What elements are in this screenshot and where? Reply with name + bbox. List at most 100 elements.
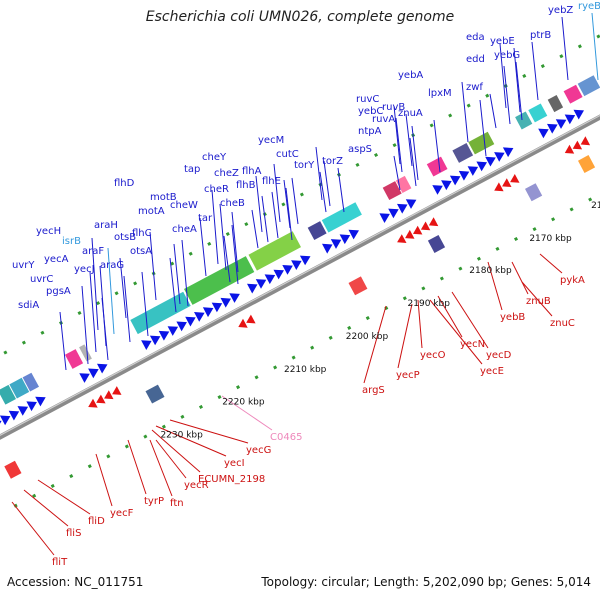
reverse-block-1 bbox=[145, 384, 165, 404]
gene-label-yecp: yecP bbox=[396, 370, 420, 381]
forward-arrow-27 bbox=[299, 255, 311, 266]
gene-label-lpxm: lpxM bbox=[428, 88, 452, 99]
forward-arrow-49 bbox=[573, 109, 584, 120]
gene-label-yeci: yecI bbox=[224, 458, 245, 469]
forward-arrow-3 bbox=[8, 410, 20, 421]
connector-uvry bbox=[89, 271, 97, 353]
gene-label-ptrb: ptrB bbox=[530, 30, 551, 41]
gene-label-c0465: C0465 bbox=[270, 432, 302, 443]
gene-label-yecg: yecG bbox=[246, 445, 271, 456]
gene-label-zwf: zwf bbox=[466, 82, 483, 93]
gene-label-sdia: sdiA bbox=[18, 300, 39, 311]
gene-label-chey: cheY bbox=[202, 152, 227, 163]
forward-arrow-20 bbox=[229, 293, 240, 303]
gene-label-layer: 2160 kbp 2170 kbp 2180 kbp 2190 kbp 2200 kbp… bbox=[12, 1, 600, 568]
connector-yebc bbox=[395, 117, 403, 173]
forward-arrow-45 bbox=[538, 128, 549, 139]
outer-guide-ticks bbox=[13, 192, 600, 508]
gene-label-isrb: isrB bbox=[62, 236, 81, 247]
forward-arrow-5 bbox=[26, 401, 37, 412]
forward-arrow-17 bbox=[202, 307, 214, 318]
gene-label-otsa: otsA bbox=[130, 246, 152, 257]
gene-label-torz: torZ bbox=[322, 156, 343, 167]
forward-arrow-21 bbox=[247, 283, 258, 294]
forward-arrow-26 bbox=[291, 260, 302, 270]
reverse-arrow-7 bbox=[397, 234, 407, 243]
forward-arrow-43 bbox=[494, 152, 505, 162]
reverse-arrow-13 bbox=[502, 178, 512, 187]
label-connector-layer bbox=[11, 12, 599, 556]
connector-tory bbox=[319, 171, 327, 213]
forward-arrow-13 bbox=[167, 326, 179, 336]
inner-guide-ticks bbox=[0, 33, 600, 358]
kbp-label-2180-kbp: 2180 kbp bbox=[469, 266, 512, 276]
connector-flhb bbox=[271, 191, 279, 239]
kbp-label-2190-kbp: 2190 kbp bbox=[408, 299, 451, 309]
feature-block-17 bbox=[528, 103, 548, 123]
forward-arrow-25 bbox=[282, 265, 293, 275]
reverse-arrow-6 bbox=[246, 314, 256, 324]
kbp-label-2170-kbp: 2170 kbp bbox=[529, 234, 572, 244]
reverse-arrow-4 bbox=[112, 386, 122, 395]
gene-label-uvry: uvrY bbox=[12, 260, 35, 271]
reverse-block-5 bbox=[348, 276, 368, 296]
connector-yech bbox=[91, 237, 99, 331]
forward-arrow-23 bbox=[264, 274, 276, 285]
gene-label-yebe: yebE bbox=[490, 36, 515, 47]
gene-label-arah: araH bbox=[94, 220, 118, 231]
connector-ruva bbox=[411, 125, 419, 181]
kbp-label-2220-kbp: 2220 kbp bbox=[222, 398, 265, 408]
gene-label-znuc: znuC bbox=[550, 318, 575, 329]
forward-arrow-10 bbox=[141, 340, 152, 350]
gene-label-cutc: cutC bbox=[276, 149, 299, 160]
connector-yecp bbox=[397, 303, 413, 369]
feature-block-7 bbox=[184, 256, 255, 305]
forward-arrow-7 bbox=[79, 373, 90, 383]
kbp-label-2210-kbp: 2210 kbp bbox=[284, 365, 327, 375]
feature-block-14 bbox=[452, 143, 474, 163]
forward-arrow-32 bbox=[379, 213, 390, 223]
connector-ruvc bbox=[393, 105, 401, 165]
feature-block-15 bbox=[468, 131, 495, 155]
gene-label-ruva: ruvA bbox=[372, 114, 395, 125]
gene-label-yebb: yebB bbox=[500, 312, 525, 323]
gene-label-flhb: flhB bbox=[236, 180, 256, 191]
connector-yecn bbox=[437, 295, 463, 338]
connector-pyka bbox=[539, 253, 563, 274]
reverse-arrow-12 bbox=[494, 182, 504, 192]
forward-arrow-14 bbox=[176, 321, 187, 332]
connector-flhe bbox=[285, 187, 293, 241]
reverse-arrow-11 bbox=[428, 217, 439, 227]
connector-yecr bbox=[155, 439, 187, 479]
connector-cheb bbox=[251, 209, 259, 249]
gene-label-ruvc: ruvC bbox=[356, 94, 379, 105]
reverse-block-3 bbox=[525, 183, 543, 202]
feature-block-19 bbox=[563, 84, 583, 104]
connector-yecg bbox=[169, 419, 249, 444]
forward-arrow-16 bbox=[194, 312, 205, 322]
reverse-arrow-14 bbox=[510, 174, 520, 183]
gene-label-yece: yecE bbox=[480, 366, 504, 377]
forward-arrow-12 bbox=[158, 330, 170, 341]
forward-arrow-37 bbox=[441, 180, 452, 191]
reverse-arrow-1 bbox=[88, 398, 98, 408]
connector-yebe bbox=[513, 47, 521, 113]
feature-block-13 bbox=[426, 156, 448, 177]
connector-pgsa bbox=[101, 297, 109, 361]
connector-flha bbox=[291, 177, 299, 225]
connector-ptrb bbox=[531, 41, 539, 101]
forward-arrow-40 bbox=[467, 166, 479, 176]
forward-arrow-24 bbox=[273, 269, 284, 280]
kbp-label-2200-kbp: 2200 kbp bbox=[346, 332, 389, 342]
connector-yecf bbox=[95, 453, 113, 507]
connector-flid bbox=[37, 479, 91, 515]
gene-label-tyrp: tyrP bbox=[144, 496, 164, 507]
gene-label-yebc: yebC bbox=[358, 106, 383, 117]
feature-block-1 bbox=[0, 384, 16, 405]
forward-arrow-38 bbox=[449, 175, 461, 186]
gene-label-yeco: yecO bbox=[420, 350, 446, 361]
reverse-block-6 bbox=[578, 155, 596, 173]
gene-label-ecumn-2198: ECUMN_2198 bbox=[198, 474, 265, 485]
connector-flhd bbox=[211, 189, 219, 265]
